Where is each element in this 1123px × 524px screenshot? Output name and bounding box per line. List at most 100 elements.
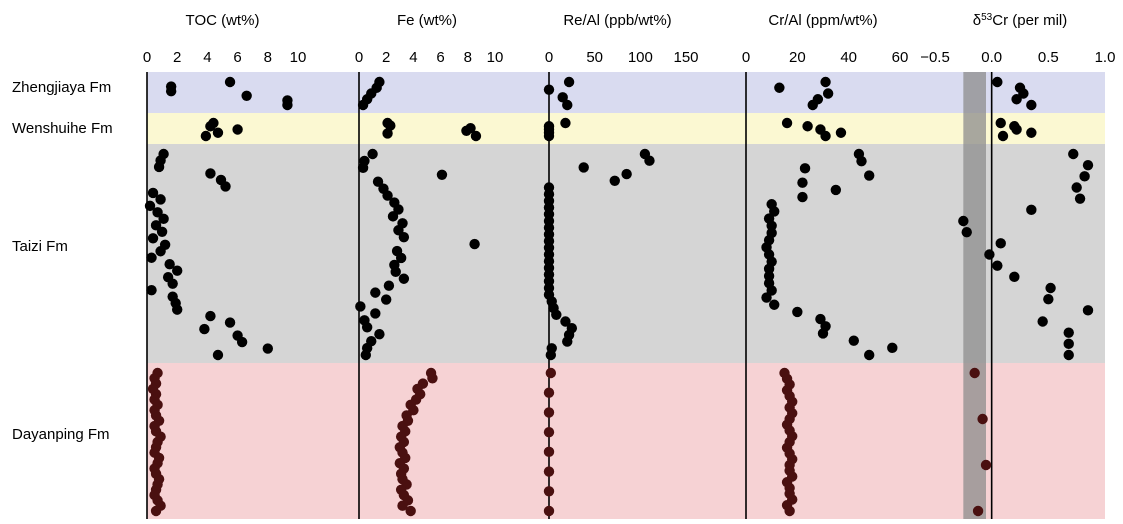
data-point-0-2-24 (172, 304, 183, 315)
data-point-3-2-19 (766, 285, 777, 296)
data-point-2-2-4 (609, 175, 620, 186)
data-point-0-2-16 (146, 252, 157, 263)
data-point-2-3-2 (543, 407, 555, 418)
data-point-1-2-17 (390, 266, 401, 278)
data-point-0-2-3 (205, 168, 216, 179)
data-point-4-2-2 (1079, 171, 1090, 182)
data-point-1-3-1 (427, 373, 438, 384)
data-point-3-2-28 (864, 349, 875, 361)
data-point-2-1-4 (543, 130, 555, 142)
data-point-2-0-0 (563, 76, 575, 88)
tick-label-1-5: 10 (487, 49, 504, 66)
data-point-2-1-0 (560, 117, 571, 129)
data-point-1-1-5 (470, 130, 482, 142)
data-point-2-2-1 (644, 155, 655, 166)
tick-label-3-1: 20 (789, 49, 806, 66)
data-point-0-2-26 (224, 317, 236, 328)
tick-label-3-0: 0 (742, 49, 750, 66)
baseline-shaded-band (963, 72, 986, 519)
data-point-1-2-29 (360, 349, 371, 361)
data-point-0-2-6 (147, 187, 159, 199)
data-point-1-1-1 (385, 120, 396, 131)
tick-label-4-3: 1.0 (1095, 49, 1116, 66)
data-point-4-2-9 (984, 249, 995, 260)
data-point-3-2-25 (817, 328, 829, 339)
data-point-0-2-27 (199, 323, 210, 335)
data-point-0-2-7 (155, 194, 166, 205)
tick-label-2-0: 0 (545, 49, 553, 66)
data-point-3-2-1 (856, 155, 867, 167)
data-point-3-1-3 (835, 127, 847, 138)
data-point-3-2-20 (761, 292, 772, 303)
data-point-2-2-28 (562, 336, 573, 347)
panel-title-0: TOC (wt%) (186, 12, 260, 29)
data-point-4-1-3 (1026, 127, 1037, 138)
data-point-0-2-30 (262, 343, 273, 354)
tick-label-0-5: 10 (290, 49, 307, 66)
data-point-2-0-3 (562, 99, 573, 111)
data-point-4-2-15 (1037, 316, 1048, 327)
data-point-0-0-3 (241, 90, 252, 102)
formation-label-zhengjiaya: Zhengjiaya Fm (12, 79, 112, 96)
data-point-3-0-1 (774, 82, 785, 93)
data-point-0-2-29 (236, 336, 248, 348)
data-point-4-1-2 (1011, 124, 1022, 135)
data-point-0-2-8 (144, 200, 156, 212)
data-point-0-2-12 (156, 226, 168, 238)
data-point-2-2-3 (621, 168, 632, 180)
formation-band-zhengjiaya (147, 72, 1105, 113)
data-point-1-3-26 (405, 505, 416, 517)
data-point-2-2-25 (560, 316, 571, 327)
data-point-0-2-5 (220, 181, 231, 192)
formation-label-taizi: Taizi Fm (12, 238, 68, 255)
data-point-1-2-13 (469, 238, 480, 250)
data-point-4-2-13 (1043, 293, 1054, 305)
data-point-0-2-13 (147, 233, 159, 244)
data-point-3-2-27 (887, 342, 898, 354)
data-point-1-2-0 (367, 148, 378, 160)
data-point-4-2-11 (1009, 271, 1020, 283)
data-point-1-2-26 (374, 329, 385, 340)
data-point-3-0-2 (822, 88, 834, 99)
data-point-3-2-23 (815, 313, 826, 325)
data-point-4-1-0 (995, 117, 1006, 129)
data-point-1-2-9 (387, 211, 399, 222)
formation-band-dayanping (147, 363, 1105, 519)
data-point-0-0-5 (282, 99, 293, 111)
data-point-0-0-2 (165, 86, 177, 97)
data-point-4-0-0 (992, 76, 1003, 88)
data-point-3-1-4 (820, 130, 831, 142)
data-point-2-2-2 (578, 162, 589, 173)
data-point-1-2-6 (382, 190, 393, 201)
tick-label-1-0: 0 (355, 49, 363, 66)
data-point-3-2-3 (864, 170, 875, 181)
data-point-1-2-21 (381, 294, 392, 305)
data-point-0-1-3 (212, 127, 224, 138)
data-point-3-2-4 (797, 177, 808, 188)
data-point-2-3-6 (543, 486, 555, 497)
formation-band-wenshuihe (147, 113, 1105, 144)
data-point-3-2-21 (769, 299, 780, 310)
data-point-4-2-14 (1082, 305, 1094, 316)
data-point-4-2-10 (992, 260, 1003, 271)
data-point-4-2-3 (1071, 182, 1082, 193)
data-point-0-1-4 (200, 130, 212, 142)
tick-label-1-3: 6 (436, 49, 444, 66)
tick-label-3-2: 40 (840, 49, 857, 66)
data-point-0-2-20 (167, 278, 178, 289)
data-point-2-3-3 (543, 426, 555, 438)
data-point-3-2-16 (763, 263, 775, 275)
data-point-3-2-6 (797, 191, 808, 203)
tick-label-0-1: 2 (173, 49, 181, 66)
tick-label-2-3: 150 (673, 49, 698, 66)
formation-label-wenshuihe: Wenshuihe Fm (12, 120, 113, 137)
data-point-4-2-5 (1026, 204, 1037, 216)
data-point-0-0-0 (224, 76, 236, 88)
data-point-0-2-2 (153, 161, 165, 173)
data-point-2-3-0 (545, 367, 557, 379)
data-point-4-3-1 (977, 413, 988, 425)
tick-label-4-0: −0.5 (920, 49, 950, 66)
data-point-1-2-20 (370, 287, 381, 298)
data-point-3-3-24 (784, 505, 795, 517)
